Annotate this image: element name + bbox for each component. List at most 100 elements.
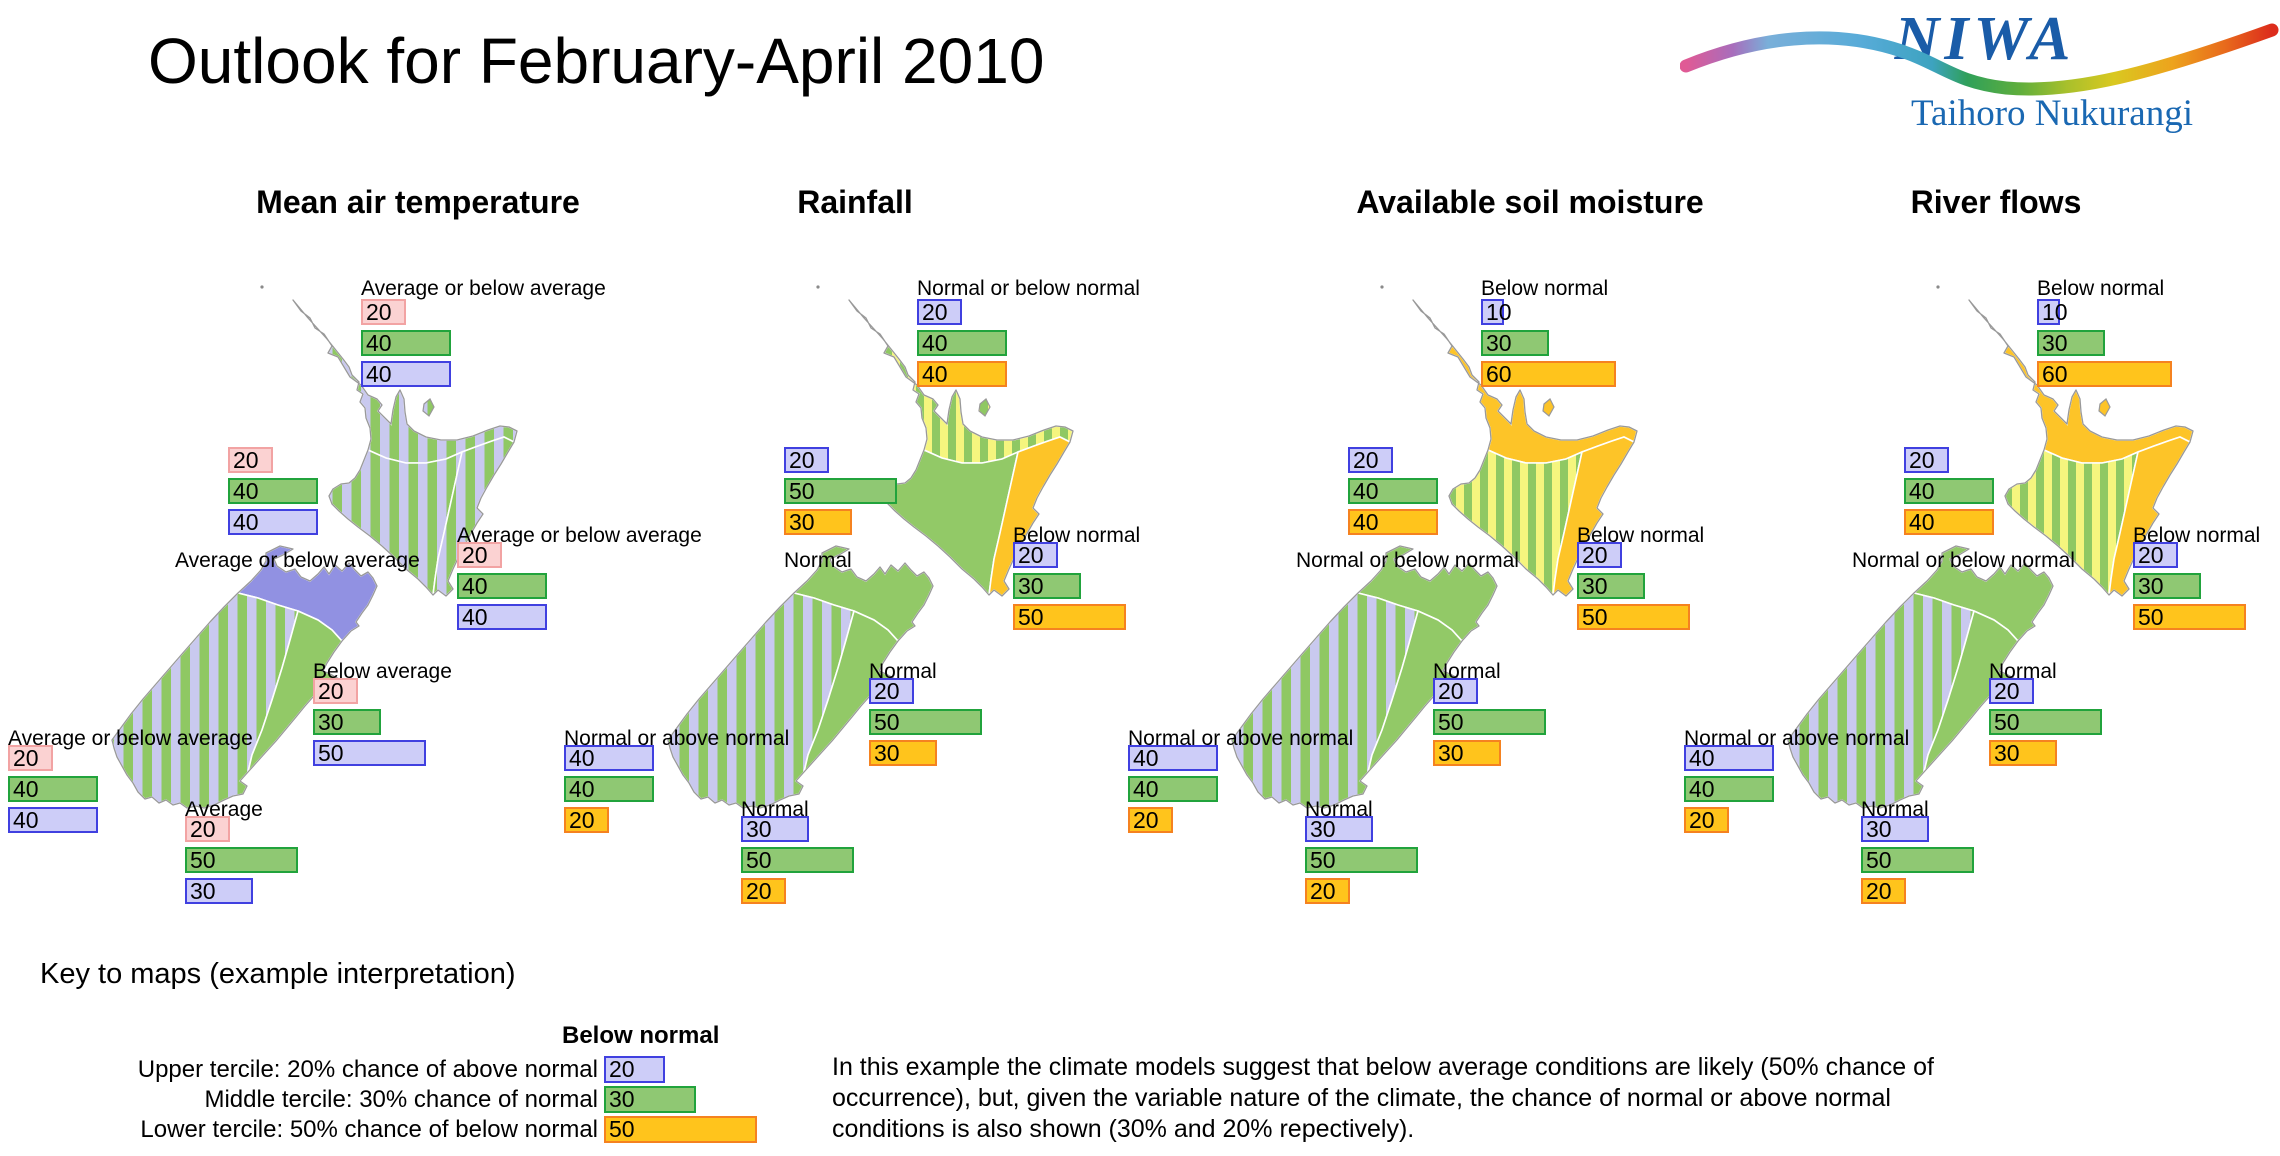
tercile-bar-southwest-south-island-lavender: 40 bbox=[8, 807, 98, 833]
tercile-bar-east-north-island-orange: 50 bbox=[1013, 604, 1126, 630]
coastline bbox=[292, 299, 518, 597]
tercile-bar-southwest-south-island-lavender: 40 bbox=[1684, 745, 1774, 771]
small-island bbox=[2098, 398, 2111, 417]
region-si_west bbox=[111, 592, 299, 809]
tercile-bar-east-north-island-lavender: 20 bbox=[1013, 542, 1058, 568]
tercile-bar-northland-orange: 60 bbox=[1481, 361, 1616, 387]
tercile-bar-east-north-island-orange: 50 bbox=[1577, 604, 1690, 630]
annotation-label-southeast-south-island: Normal bbox=[1861, 798, 1929, 821]
annotation-label-northern-south-island: Normal bbox=[869, 660, 937, 683]
tercile-bar-northern-south-island-lavender: 50 bbox=[313, 740, 426, 766]
offshore-islet-dot bbox=[816, 285, 820, 289]
tercile-bar-southeast-south-island-lavender: 30 bbox=[741, 816, 809, 842]
annotation-label-southwest-south-island: Normal or above normal bbox=[1684, 727, 1910, 750]
tercile-bar-southeast-south-island-lavender: 30 bbox=[185, 878, 253, 904]
tercile-bar-northern-south-island-green: 50 bbox=[1989, 709, 2102, 735]
annotation-label-northland: Below normal bbox=[1481, 277, 1609, 300]
annotation-label-southeast-south-island: Average bbox=[185, 798, 263, 821]
tercile-bar-east-north-island-lavender: 20 bbox=[2133, 542, 2178, 568]
niwa-logo-subtitle: Taihoro Nukurangi bbox=[1910, 93, 2194, 134]
tercile-bar-southwest-south-island-lavender: 40 bbox=[1128, 745, 1218, 771]
offshore-islet-dot bbox=[1936, 285, 1940, 289]
tercile-bar-northern-south-island-green: 50 bbox=[1433, 709, 1546, 735]
tercile-bar-southeast-south-island-green: 50 bbox=[1861, 847, 1974, 873]
coastline bbox=[111, 545, 378, 809]
annotation-label-northland: Normal or below normal bbox=[917, 277, 1140, 300]
tercile-bar-west-north-island-pink: 20 bbox=[228, 447, 273, 473]
small-island bbox=[978, 398, 991, 417]
coastline bbox=[1412, 299, 1638, 597]
coastline bbox=[1968, 299, 2194, 597]
tercile-bar-northern-south-island-pink: 20 bbox=[313, 678, 358, 704]
key-row-upper-tercile: Upper tercile: 20% chance of above norma… bbox=[137, 1056, 598, 1083]
coastline bbox=[667, 545, 934, 809]
annotation-label-southwest-south-island: Normal or above normal bbox=[1128, 727, 1354, 750]
nz-map-0 bbox=[111, 285, 518, 839]
annotation-label-west-north-island: Normal or below normal bbox=[1852, 549, 2075, 572]
tercile-bar-southwest-south-island-orange: 20 bbox=[564, 807, 609, 833]
nz-map-1 bbox=[667, 285, 1074, 839]
tercile-bar-northland-green: 30 bbox=[2037, 330, 2105, 356]
tercile-bar-southeast-south-island-lavender: 30 bbox=[1305, 816, 1373, 842]
annotation-label-northern-south-island: Normal bbox=[1989, 660, 2057, 683]
tercile-bar-east-north-island-lavender: 40 bbox=[457, 604, 547, 630]
tercile-bar-west-north-island-orange: 30 bbox=[784, 509, 852, 535]
tercile-bar-west-north-island-green: 50 bbox=[784, 478, 897, 504]
tercile-bar-southwest-south-island-green: 40 bbox=[1128, 776, 1218, 802]
key-heading: Key to maps (example interpretation) bbox=[40, 958, 516, 990]
key-bar-below-normal: 50 bbox=[604, 1116, 757, 1143]
tercile-bar-northern-south-island-orange: 30 bbox=[1989, 740, 2057, 766]
key-row-lower-tercile: Lower tercile: 50% chance of below norma… bbox=[140, 1116, 598, 1143]
annotation-label-southwest-south-island: Normal or above normal bbox=[564, 727, 790, 750]
tercile-bar-northland-green: 40 bbox=[361, 330, 451, 356]
annotation-label-northland: Below normal bbox=[2037, 277, 2165, 300]
tercile-bar-southwest-south-island-orange: 20 bbox=[1684, 807, 1729, 833]
tercile-bar-west-north-island-orange: 40 bbox=[1348, 509, 1438, 535]
tercile-bar-east-north-island-green: 30 bbox=[1577, 573, 1645, 599]
tercile-bar-west-north-island-orange: 40 bbox=[1904, 509, 1994, 535]
map-title-mean-air-temperature: Mean air temperature bbox=[256, 184, 580, 220]
tercile-bar-northern-south-island-orange: 30 bbox=[1433, 740, 1501, 766]
tercile-bar-northland-green: 30 bbox=[1481, 330, 1549, 356]
offshore-islet-dot bbox=[1380, 285, 1384, 289]
tercile-bar-southeast-south-island-lavender: 30 bbox=[1861, 816, 1929, 842]
tercile-bar-northland-pink: 20 bbox=[361, 299, 406, 325]
key-example-label: Below normal bbox=[562, 1022, 720, 1049]
tercile-bar-southeast-south-island-orange: 20 bbox=[1305, 878, 1350, 904]
tercile-bar-northern-south-island-green: 50 bbox=[869, 709, 982, 735]
tercile-bar-west-north-island-lavender: 40 bbox=[228, 509, 318, 535]
coastline bbox=[848, 299, 1074, 597]
tercile-bar-west-north-island-lavender: 20 bbox=[1348, 447, 1393, 473]
key-bar-above-normal: 20 bbox=[604, 1056, 665, 1083]
tercile-bar-southwest-south-island-green: 40 bbox=[8, 776, 98, 802]
annotation-label-west-north-island: Average or below average bbox=[175, 549, 420, 572]
key-row-middle-tercile: Middle tercile: 30% chance of normal bbox=[204, 1086, 598, 1113]
key-note: In this example the climate models sugge… bbox=[832, 1053, 1934, 1143]
tercile-bar-southeast-south-island-pink: 20 bbox=[185, 816, 230, 842]
tercile-bar-east-north-island-green: 30 bbox=[1013, 573, 1081, 599]
annotation-label-southeast-south-island: Normal bbox=[1305, 798, 1373, 821]
annotation-label-east-north-island: Below normal bbox=[2133, 524, 2261, 547]
map-title-rainfall: Rainfall bbox=[797, 184, 913, 220]
coastline bbox=[1231, 545, 1498, 809]
tercile-bar-east-north-island-lavender: 20 bbox=[1577, 542, 1622, 568]
tercile-bar-southwest-south-island-orange: 20 bbox=[1128, 807, 1173, 833]
tercile-bar-southwest-south-island-green: 40 bbox=[1684, 776, 1774, 802]
tercile-bar-northland-orange: 60 bbox=[2037, 361, 2172, 387]
tercile-bar-northland-lavender: 40 bbox=[361, 361, 451, 387]
tercile-bar-southeast-south-island-orange: 20 bbox=[741, 878, 786, 904]
annotation-label-east-north-island: Below normal bbox=[1577, 524, 1705, 547]
region-si_west bbox=[667, 592, 855, 809]
key-bar-normal: 30 bbox=[604, 1086, 696, 1113]
tercile-bar-east-north-island-orange: 50 bbox=[2133, 604, 2246, 630]
tercile-bar-northern-south-island-orange: 30 bbox=[869, 740, 937, 766]
tercile-bar-southeast-south-island-green: 50 bbox=[185, 847, 298, 873]
page-title: Outlook for February-April 2010 bbox=[148, 25, 1045, 97]
tercile-bar-southwest-south-island-lavender: 40 bbox=[564, 745, 654, 771]
annotation-label-northern-south-island: Normal bbox=[1433, 660, 1501, 683]
annotation-label-northern-south-island: Below average bbox=[313, 660, 452, 683]
tercile-bar-west-north-island-lavender: 20 bbox=[784, 447, 829, 473]
tercile-bar-northern-south-island-green: 30 bbox=[313, 709, 381, 735]
